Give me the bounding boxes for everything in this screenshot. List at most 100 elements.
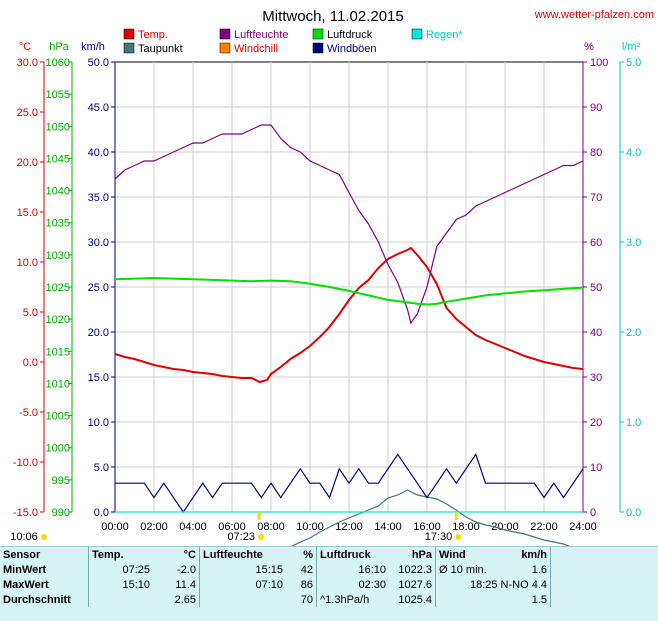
axis-tick-label-press: 1035	[46, 218, 70, 230]
x-tick-label: 22:00	[530, 521, 558, 533]
axis-tick-label-wind: 35.0	[88, 192, 109, 204]
axis-tick-label-wind: 40.0	[88, 147, 109, 159]
axis-tick-label-temp: 20.0	[17, 157, 38, 169]
axis-tick-label-temp: 0.0	[23, 357, 38, 369]
marker-label: 10:06	[10, 531, 38, 543]
x-tick-label: 04:00	[179, 521, 207, 533]
axis-tick-label-temp: 5.0	[23, 307, 38, 319]
axis-tick-label-press: 1060	[46, 57, 70, 69]
legend-swatch	[123, 42, 135, 54]
legend-swatch	[312, 28, 324, 40]
axis-tick-label-temp: 25.0	[17, 107, 38, 119]
legend-label: Taupunkt	[138, 43, 183, 55]
series-line-taupunkt	[291, 489, 570, 546]
axis-unit-press: hPa	[49, 41, 69, 53]
axis-tick-label-press: 1045	[46, 153, 70, 165]
legend-label: Luftdruck	[327, 29, 373, 41]
axis-tick-label-temp: 30.0	[17, 57, 38, 69]
stats-cell: 15:10	[88, 577, 153, 592]
axis-tick-label-hum: 100	[590, 57, 608, 69]
x-tick-label: 06:00	[218, 521, 246, 533]
stats-label: Durchschnitt	[3, 593, 71, 606]
stats-row-avg: Durchschnitt 2.65 70 ^1.3hPa/h 1025.4 1.…	[0, 592, 637, 607]
stats-header-temp: Temp.	[88, 547, 153, 562]
x-tick-label: 14:00	[374, 521, 402, 533]
series-line-luftfeuchte	[114, 124, 584, 325]
axes: 00:00 02:00 04:00 06:00 08:00 10:00 12:00 14:00…	[13, 57, 641, 533]
series-group	[114, 124, 584, 546]
axis-unit-hum: %	[584, 41, 594, 53]
stats-cell: 2.65	[174, 593, 196, 606]
stats-cell: 1.5	[531, 593, 547, 606]
x-tick-label: 08:00	[257, 521, 285, 533]
sun-icon	[257, 534, 264, 540]
axis-tick-label-temp: -5.0	[19, 407, 38, 419]
stats-header-press: Luftdruck	[316, 547, 389, 562]
axis-unit-temp: °C	[19, 41, 31, 53]
axis-tick-label-wind: 15.0	[88, 372, 109, 384]
legend-swatch	[411, 28, 423, 40]
series-line-windben	[115, 453, 584, 514]
axis-tick-label-press: 990	[52, 507, 70, 519]
time-markers: 10:06 07:23 17:30	[10, 512, 462, 543]
marker-label: 07:23	[227, 531, 255, 543]
legend-label: Temp.	[138, 29, 168, 41]
stats-cell	[199, 592, 286, 607]
axis-tick-label-rain: 4.0	[626, 147, 641, 159]
stats-cell: 86	[300, 578, 313, 591]
axis-tick-label-hum: 50	[590, 282, 602, 294]
stats-header-hum-unit: %	[303, 548, 313, 561]
axis-tick-label-wind: 5.0	[94, 462, 109, 474]
axis-tick-label-press: 1010	[46, 378, 70, 390]
legend-label: Windböen	[327, 43, 377, 55]
axis-tick-label-hum: 70	[590, 192, 602, 204]
stats-header-temp-unit: °C	[183, 548, 196, 561]
axis-tick-label-hum: 40	[590, 327, 602, 339]
stats-cell: 1022.3	[398, 563, 432, 576]
axis-tick-label-hum: 90	[590, 102, 602, 114]
x-tick-label: 16:00	[413, 521, 441, 533]
series-line-temp	[114, 246, 584, 384]
axis-tick-label-temp: -10.0	[13, 457, 38, 469]
legend-swatch	[219, 42, 231, 54]
axis-tick-label-hum: 30	[590, 372, 602, 384]
stats-cell: Ø 10 min.	[435, 562, 504, 577]
stats-header-wind: Wind	[435, 547, 504, 562]
x-tick-label: 24:00	[569, 521, 597, 533]
x-tick-label: 10:00	[296, 521, 324, 533]
stats-cell: 16:10	[316, 562, 389, 577]
axis-tick-label-press: 1030	[46, 250, 70, 262]
x-tick-label: 02:00	[140, 521, 168, 533]
sun-icon	[41, 534, 47, 540]
axis-tick-label-hum: 0	[590, 507, 596, 519]
axis-tick-label-hum: 10	[590, 462, 602, 474]
axis-tick-label-rain: 5.0	[626, 57, 641, 69]
marker-label: 17:30	[425, 531, 453, 543]
stats-header-wind-unit: km/h	[521, 548, 547, 561]
axis-tick-label-temp: 10.0	[17, 257, 38, 269]
stats-cell: 18:25 N-NO 4.4	[435, 577, 551, 592]
x-tick-label: 20:00	[491, 521, 519, 533]
legend-label: Windchill	[234, 43, 278, 55]
stats-cell: 15:15	[199, 562, 286, 577]
stats-cell: 07:25	[88, 562, 153, 577]
stats-cell: ^1.3hPa/h	[316, 592, 389, 607]
axis-unit-rain: l/m²	[622, 41, 641, 53]
site-url[interactable]: www.wetter-pfalzen.com	[534, 9, 654, 21]
axis-tick-label-press: 1000	[46, 443, 70, 455]
axis-tick-label-press: 1055	[46, 89, 70, 101]
legend-swatch	[123, 28, 135, 40]
stats-header-hum: Luftfeuchte	[199, 547, 286, 562]
stats-table: Sensor Temp. °C Luftfeuchte % Luftdruck …	[0, 546, 658, 621]
stats-cell: 42	[300, 563, 313, 576]
weather-chart: Mittwoch, 11.02.2015 www.wetter-pfalzen.…	[10, 8, 654, 546]
x-tick-label: 12:00	[335, 521, 363, 533]
axis-tick-label-press: 1015	[46, 346, 70, 358]
axis-tick-label-rain: 2.0	[626, 327, 641, 339]
legend-label: Regen*	[426, 29, 463, 41]
stats-cell: 02:30	[316, 577, 389, 592]
chart-title: Mittwoch, 11.02.2015	[262, 8, 403, 25]
axis-tick-label-press: 1040	[46, 186, 70, 198]
stats-cell: 07:10	[199, 577, 286, 592]
axis-tick-label-wind: 45.0	[88, 102, 109, 114]
